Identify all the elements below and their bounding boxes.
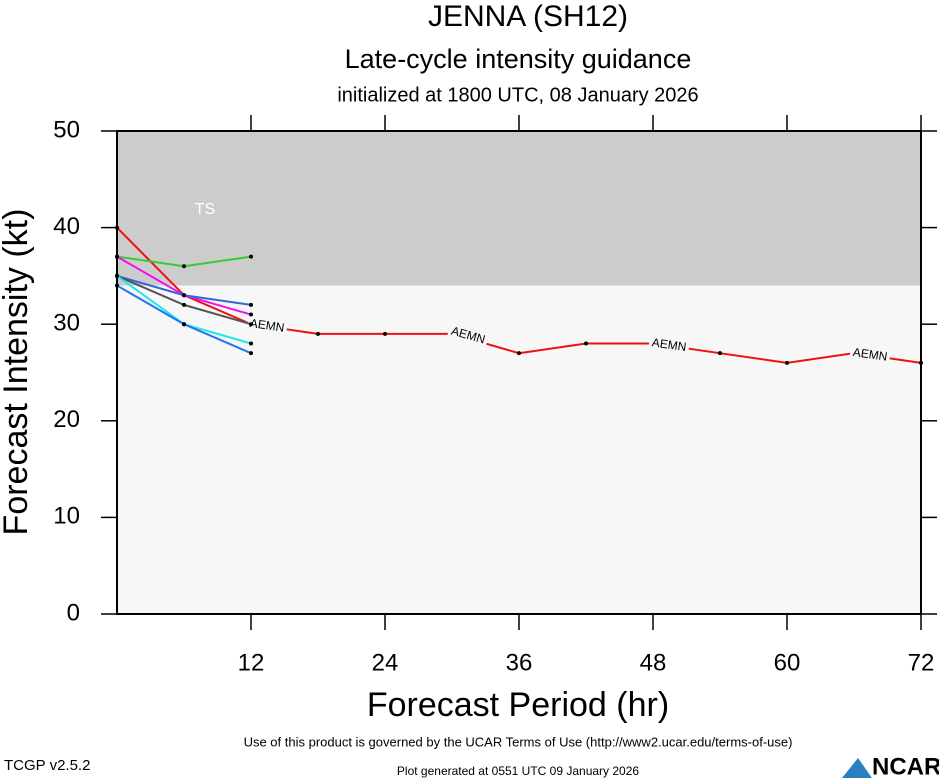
line-label-text: AEMN bbox=[249, 316, 285, 335]
data-point bbox=[182, 293, 186, 298]
line-label-bg bbox=[849, 345, 891, 365]
chart-title: JENNA (SH12) bbox=[428, 0, 628, 33]
terms-text: Use of this product is governed by the U… bbox=[244, 734, 793, 749]
data-point bbox=[383, 331, 387, 336]
generated-text: Plot generated at 0551 UTC 09 January 20… bbox=[397, 764, 639, 778]
x-tick-label: 48 bbox=[640, 649, 667, 676]
y-tick-label: 20 bbox=[53, 406, 80, 433]
data-point bbox=[517, 351, 521, 356]
y-tick-label: 40 bbox=[53, 213, 80, 240]
line-label-text: AEMN bbox=[651, 335, 687, 354]
line-label-bg bbox=[446, 323, 490, 349]
y-axis-title: Forecast Intensity (kt) bbox=[0, 209, 35, 536]
x-tick-label: 60 bbox=[774, 649, 801, 676]
x-tick-label: 12 bbox=[238, 649, 265, 676]
line-label-bg bbox=[246, 316, 288, 336]
y-tick-label: 0 bbox=[67, 599, 80, 626]
line-label-bg bbox=[648, 335, 690, 356]
data-point bbox=[785, 360, 789, 365]
data-point bbox=[182, 264, 186, 269]
data-point bbox=[249, 312, 253, 317]
y-tick-label: 10 bbox=[53, 503, 80, 530]
data-point bbox=[182, 322, 186, 327]
data-point bbox=[584, 341, 588, 346]
line-label: AEMN bbox=[849, 345, 891, 365]
line-label: AEMN bbox=[648, 335, 690, 356]
data-point bbox=[316, 331, 320, 336]
ncar-logo: NCAR bbox=[842, 753, 939, 780]
chart-subtitle: Late-cycle intensity guidance bbox=[345, 44, 692, 74]
x-tick-label: 36 bbox=[506, 649, 533, 676]
logo-text: NCAR bbox=[872, 753, 939, 780]
y-tick-label: 50 bbox=[53, 116, 80, 143]
x-axis-title: Forecast Period (hr) bbox=[367, 686, 669, 724]
data-point bbox=[249, 341, 253, 346]
data-point bbox=[249, 302, 253, 307]
x-tick-label: 72 bbox=[908, 649, 935, 676]
intensity-band bbox=[117, 131, 921, 286]
data-point bbox=[718, 351, 722, 356]
init-text: initialized at 1800 UTC, 08 January 2026 bbox=[337, 84, 698, 106]
data-point bbox=[182, 302, 186, 307]
band-label: TS bbox=[195, 201, 215, 218]
plot-frame bbox=[116, 130, 922, 615]
y-tick-label: 30 bbox=[53, 310, 80, 337]
data-point bbox=[249, 351, 253, 356]
data-point bbox=[249, 254, 253, 259]
version-text: TCGP v2.5.2 bbox=[4, 757, 90, 774]
data-point bbox=[249, 322, 253, 327]
line-label-text: AEMN bbox=[852, 345, 888, 364]
x-tick-label: 24 bbox=[372, 649, 399, 676]
line-label: AEMN bbox=[246, 316, 288, 336]
